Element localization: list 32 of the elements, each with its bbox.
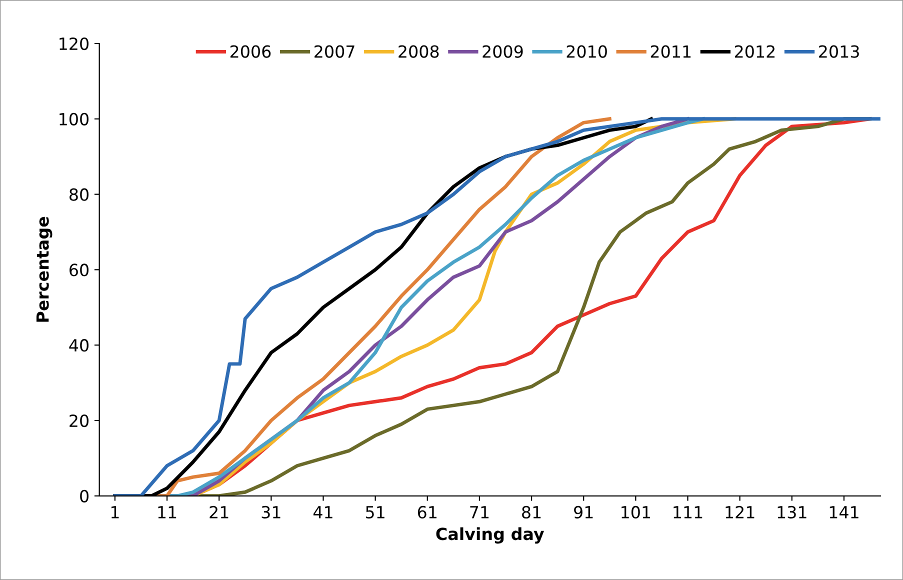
x-tick-label: 1 [111, 506, 119, 518]
x-tick-label: 21 [210, 506, 228, 518]
x-tick-label: 61 [418, 506, 436, 519]
x-tick-label: 71 [470, 506, 489, 518]
x-tick-label: 141 [830, 506, 858, 518]
x-tick-label: 121 [726, 506, 754, 518]
y-tick-label: 80 [70, 188, 88, 201]
legend-label: 2010 [566, 45, 607, 58]
y-tick-label: 40 [69, 339, 88, 352]
legend-label: 2007 [314, 45, 354, 58]
x-tick-label: 51 [366, 506, 384, 519]
y-axis-title: Percentage [36, 216, 52, 322]
x-axis-title: Calving day [436, 527, 544, 544]
x-tick-label: 131 [778, 506, 806, 519]
x-tick-label: 11 [158, 506, 176, 518]
y-tick-label: 20 [70, 414, 88, 428]
legend-label: 2012 [734, 45, 775, 58]
x-tick-label: 91 [574, 506, 593, 519]
legend-label: 2013 [819, 45, 859, 58]
x-tick-label: 31 [262, 506, 280, 519]
legend-label: 2006 [230, 45, 271, 58]
y-tick-label: 60 [70, 264, 88, 276]
x-tick-label: 41 [313, 506, 332, 518]
legend-label: 2008 [398, 45, 439, 58]
x-tick-label: 111 [674, 506, 702, 518]
x-tick-label: 81 [522, 506, 541, 519]
x-tick-label: 101 [622, 506, 650, 519]
y-tick-label: 120 [60, 37, 88, 50]
legend-label: 2009 [482, 45, 523, 58]
y-tick-label: 0 [80, 490, 88, 502]
y-tick-label: 100 [60, 112, 88, 126]
legend-label: 2011 [650, 45, 691, 58]
